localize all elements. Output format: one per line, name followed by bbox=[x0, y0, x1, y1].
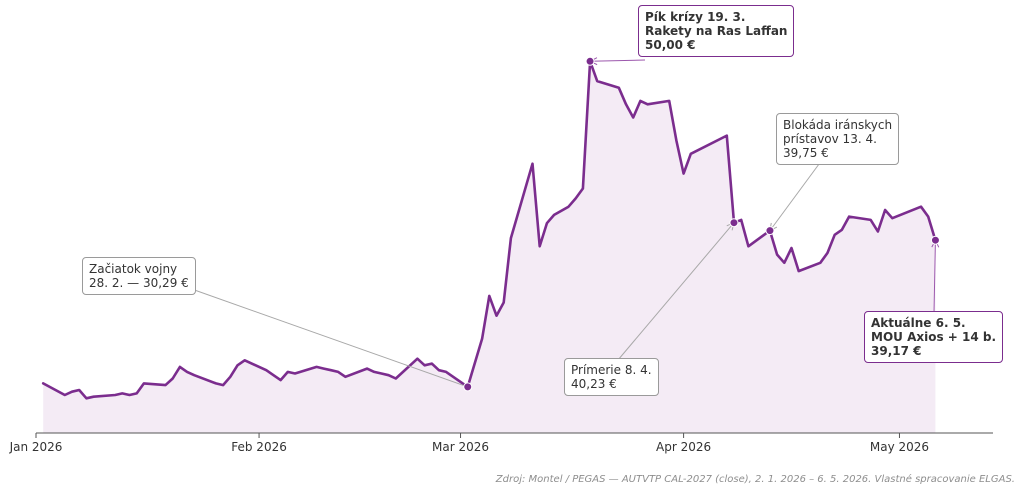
annotation-text-line: prístavov 13. 4. bbox=[783, 132, 877, 146]
event-marker bbox=[930, 235, 940, 245]
annotation-text-line: 39,17 € bbox=[871, 344, 922, 358]
price-series-line bbox=[41, 60, 937, 400]
event-marker bbox=[463, 382, 473, 392]
annotation-ceasefire: Prímerie 8. 4. 40,23 € bbox=[564, 358, 659, 396]
source-note: Zdroj: Montel / PEGAS — AUTVTP CAL-2027 … bbox=[495, 474, 1015, 485]
annotation-blockade: Blokáda iránskych prístavov 13. 4. 39,75 € bbox=[776, 113, 900, 165]
annotation-text-line: 40,23 € bbox=[571, 377, 617, 391]
annotation-war-start: Začiatok vojny 28. 2. — 30,29 € bbox=[82, 257, 196, 295]
x-tick-label: Apr 2026 bbox=[656, 440, 711, 454]
annotation-leader bbox=[933, 240, 936, 314]
annotation-text-line: Rakety na Ras Laffan bbox=[645, 24, 788, 38]
annotation-peak: Pík krízy 19. 3. Rakety na Ras Laffan 50,0… bbox=[638, 5, 795, 57]
annotation-text-line: 39,75 € bbox=[783, 146, 829, 160]
annotation-current: Aktuálne 6. 5. MOU Axios + 14 b. 39,17 € bbox=[864, 311, 1004, 363]
annotation-leader bbox=[185, 286, 468, 388]
x-tick-label: Mar 2026 bbox=[432, 440, 489, 454]
x-tick-label: May 2026 bbox=[870, 440, 929, 454]
price-area-fill bbox=[43, 61, 936, 434]
event-marker bbox=[765, 226, 775, 236]
event-marker bbox=[585, 56, 595, 66]
event-marker bbox=[729, 218, 739, 228]
annotation-text-line: Začiatok vojny bbox=[89, 262, 178, 276]
x-tick-label: Feb 2026 bbox=[231, 440, 287, 454]
annotation-leader bbox=[769, 159, 823, 231]
annotation-text-line: 50,00 € bbox=[645, 38, 696, 52]
annotation-leader bbox=[617, 222, 735, 361]
annotation-text-line: Prímerie 8. 4. bbox=[571, 363, 652, 377]
x-tick-label: Jan 2026 bbox=[9, 440, 63, 454]
annotation-text-line: 28. 2. — 30,29 € bbox=[89, 276, 189, 290]
annotation-leader bbox=[590, 59, 646, 62]
annotation-text-line: Pík krízy 19. 3. bbox=[645, 10, 746, 24]
annotation-text-line: Blokáda iránskych bbox=[783, 118, 893, 132]
annotation-text-line: Aktuálne 6. 5. bbox=[871, 316, 966, 330]
annotation-text-line: MOU Axios + 14 b. bbox=[871, 330, 997, 344]
